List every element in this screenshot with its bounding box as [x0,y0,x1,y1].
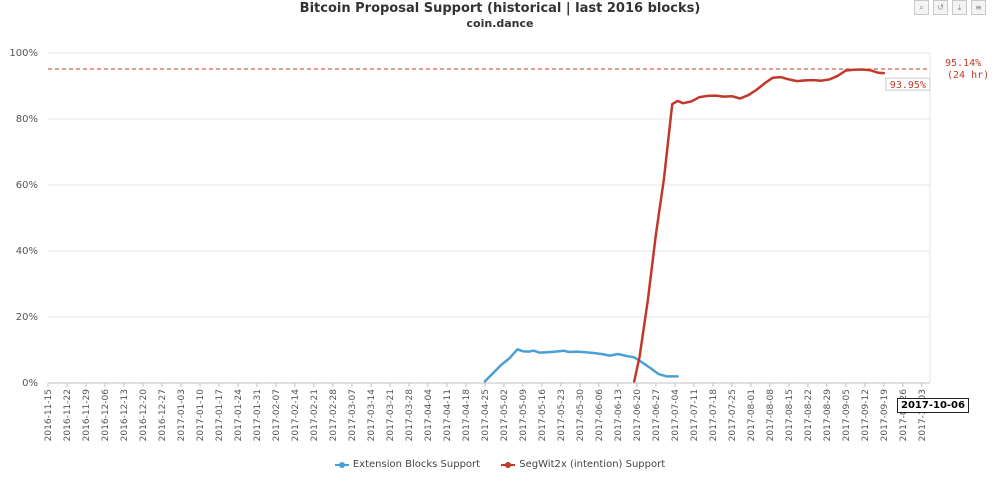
x-tick-label: 2017-07-11 [690,389,700,441]
x-tick-label: 2017-04-11 [443,389,453,441]
last-value-badge [885,77,931,91]
x-tick-label: 2016-12-20 [139,389,149,442]
x-tick-label: 2017-08-15 [785,389,795,441]
x-tick-label: 2017-01-24 [234,389,244,442]
legend-item-extension-blocks[interactable]: Extension Blocks Support [334,459,481,470]
x-tick-label: 2017-01-10 [196,389,206,442]
legend-swatch-segwit2x [501,460,516,470]
x-tick-label: 2017-06-06 [595,389,605,442]
x-tick-label: 2017-09-19 [880,389,890,442]
x-axis-tooltip: 2017-10-06 [897,398,969,413]
chart-header: Bitcoin Proposal Support (historical | l… [0,0,1000,31]
x-tick-label: 2017-03-28 [405,389,415,442]
x-tick-label: 2017-02-07 [272,389,282,441]
y-tick-label: 20% [16,312,38,323]
threshold-label: 95.14% [945,58,981,69]
x-tick-label: 2016-11-29 [82,389,92,442]
last-value-label: 93.95% [890,80,926,91]
x-tick-label: 2016-12-06 [101,389,111,442]
x-tick-label: 2017-07-18 [709,389,719,442]
x-tick-label: 2017-05-23 [557,389,567,441]
x-tick-label: 2017-03-14 [367,389,377,442]
x-tick-label: 2017-05-30 [576,389,586,442]
x-tick-label: 2017-07-04 [671,389,681,442]
y-tick-label: 80% [16,114,38,125]
x-tick-label: 2017-08-29 [823,389,833,442]
x-tick-label: 2017-08-01 [747,389,757,441]
series-line-extension-blocks [483,348,679,383]
menu-icon[interactable]: ≡ [971,0,986,15]
x-tick-label: 2017-01-03 [177,389,187,441]
chart-title: Bitcoin Proposal Support (historical | l… [299,1,701,16]
chart-legend: Extension Blocks Support SegWit2x (inten… [0,459,1000,473]
x-tick-label: 2016-11-22 [63,389,73,441]
y-tick-label: 100% [9,48,38,59]
x-tick-label: 2017-01-17 [215,389,225,441]
x-tick-label: 2017-09-12 [861,389,871,441]
x-tick-label: 2017-04-04 [424,389,434,442]
zoom-icon[interactable]: ⌕ [914,0,929,15]
x-tick-label: 2017-06-20 [633,389,643,442]
x-tick-label: 2017-08-08 [766,389,776,442]
legend-label-extension-blocks: Extension Blocks Support [352,459,481,470]
x-tick-label: 2017-05-09 [519,389,529,442]
x-tick-label: 2017-07-25 [728,389,738,441]
threshold-sublabel: (24 hr) [947,70,989,81]
x-tick-label: 2017-09-05 [842,389,852,441]
x-tick-label: 2017-05-16 [538,389,548,442]
x-tick-label: 2017-02-14 [291,389,301,442]
y-tick-label: 60% [16,180,38,191]
legend-label-segwit2x: SegWit2x (intention) Support [519,459,666,470]
x-tick-label: 2017-02-21 [310,389,320,441]
x-tick-label: 2017-03-07 [348,389,358,441]
x-tick-label: 2017-04-18 [462,389,472,442]
reset-icon[interactable]: ↺ [933,0,948,15]
x-tick-label: 2017-10-03 [918,389,928,441]
x-tick-label: 2017-06-27 [652,389,662,441]
x-tick-label: 2017-05-02 [500,389,510,441]
series-line-segwit2x [632,68,886,383]
legend-item-segwit2x[interactable]: SegWit2x (intention) Support [501,459,665,470]
x-tick-label: 2017-02-28 [329,389,339,442]
chart-toolbar: ⌕ ↺ ⤓ ≡ [914,0,986,15]
legend-swatch-extension-blocks [334,460,349,470]
x-tick-label: 2017-06-13 [614,389,624,441]
x-tick-label: 2017-01-31 [253,389,263,441]
x-tick-label: 2017-03-21 [386,389,396,441]
x-tick-label: 2017-09-26 [899,389,909,442]
x-tick-label: 2016-12-27 [158,389,168,441]
x-tick-label: 2016-11-15 [44,389,54,441]
y-tick-label: 0% [22,378,38,389]
x-tick-label: 2017-04-25 [481,389,491,441]
x-tick-label: 2016-12-13 [120,389,130,441]
chart-subtitle: coin.dance [466,17,534,30]
download-icon[interactable]: ⤓ [952,0,967,15]
x-tick-label: 2017-08-22 [804,389,814,441]
y-tick-label: 40% [16,246,38,257]
